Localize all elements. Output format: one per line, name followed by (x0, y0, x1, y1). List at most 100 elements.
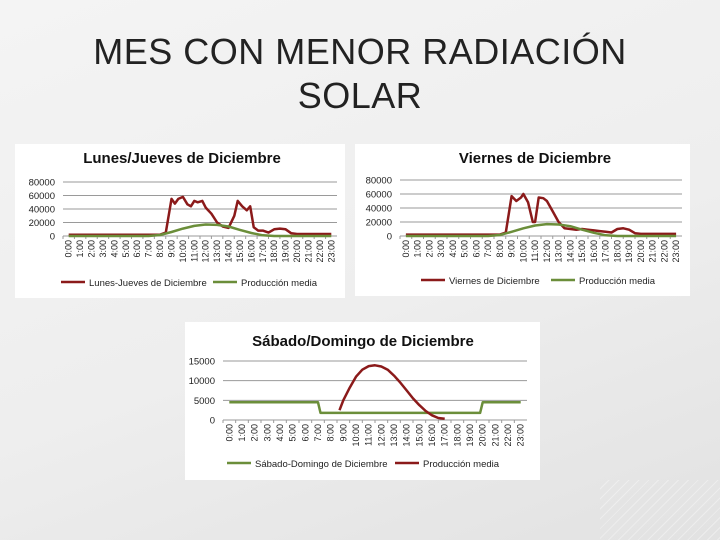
x-tick-label: 17:00 (601, 240, 611, 263)
y-tick-label: 80000 (366, 176, 392, 187)
y-tick-label: 20000 (366, 218, 392, 229)
x-tick-label: 11:00 (364, 424, 374, 446)
chart-panel-sabado-domingo: Sábado/Domingo de Diciembre 0 5000 10000 150… (185, 322, 540, 480)
chart-title: Lunes/Jueves de Diciembre (83, 150, 281, 167)
chart-panel-viernes: Viernes de Diciembre 0 20000 40000 60000 8000… (355, 144, 690, 296)
x-tick-label: 1:00 (237, 424, 247, 442)
x-tick-label: 2:00 (87, 240, 97, 258)
x-tick-label: 10:00 (518, 240, 528, 263)
x-tick-label: 5:00 (121, 240, 131, 258)
legend-label: Producción media (579, 276, 656, 287)
chart-sabado-domingo: Sábado/Domingo de Diciembre 0 5000 10000 150… (189, 333, 527, 470)
x-tick-label: 5:00 (460, 240, 470, 258)
x-tick-label: 1:00 (75, 240, 85, 258)
x-tick-label: 14:00 (402, 424, 412, 447)
corner-texture (600, 480, 720, 540)
x-tick-label: 2:00 (250, 424, 260, 442)
x-tick-label: 13:00 (212, 240, 222, 263)
x-tick-label: 10:00 (351, 424, 361, 447)
x-tick-label: 7:00 (313, 424, 323, 442)
y-tick-label: 80000 (29, 178, 55, 189)
x-tick-label: 17:00 (440, 424, 450, 447)
y-tick-label: 10000 (189, 376, 215, 387)
y-tick-label: 60000 (366, 190, 392, 201)
x-tick-label: 16:00 (427, 424, 437, 447)
x-tick-label: 6:00 (132, 240, 142, 258)
y-tick-label: 0 (50, 232, 55, 243)
y-tick-label: 40000 (29, 205, 55, 216)
series-line (405, 192, 677, 236)
x-tick-label: 12:00 (201, 240, 211, 263)
y-tick-label: 0 (210, 416, 215, 427)
legend-label: Sábado-Domingo de Diciembre (255, 459, 388, 470)
x-tick-label: 14:00 (224, 240, 234, 263)
x-tick-label: 15:00 (414, 424, 424, 447)
x-tick-label: 8:00 (155, 240, 165, 258)
x-tick-label: 11:00 (189, 240, 199, 262)
y-tick-label: 40000 (366, 204, 392, 215)
x-tick-label: 20:00 (292, 240, 302, 263)
x-tick-label: 21:00 (490, 424, 500, 447)
y-tick-label: 5000 (194, 396, 215, 407)
x-tick-label: 5:00 (288, 424, 298, 442)
x-tick-label: 21:00 (648, 240, 658, 263)
x-tick-label: 9:00 (338, 424, 348, 442)
x-tick-label: 22:00 (315, 240, 325, 263)
x-tick-label: 3:00 (98, 240, 108, 258)
y-tick-label: 15000 (189, 357, 215, 368)
series-line (338, 364, 445, 421)
x-tick-label: 18:00 (612, 240, 622, 263)
x-tick-label: 18:00 (269, 240, 279, 263)
x-tick-label: 19:00 (465, 424, 475, 447)
series-line (68, 223, 332, 238)
x-tick-label: 16:00 (589, 240, 599, 263)
y-tick-label: 20000 (29, 218, 55, 229)
x-tick-label: 6:00 (300, 424, 310, 442)
chart-viernes: Viernes de Diciembre 0 20000 40000 60000 8000… (366, 150, 682, 287)
x-tick-label: 3:00 (262, 424, 272, 442)
slide-title: MES CON MENOR RADIACIÓN SOLAR (93, 31, 627, 116)
x-tick-label: 23:00 (671, 240, 681, 263)
x-tick-label: 4:00 (448, 240, 458, 258)
x-tick-label: 18:00 (452, 424, 462, 447)
x-tick-label: 4:00 (109, 240, 119, 258)
x-tick-label: 0:00 (401, 240, 411, 258)
x-tick-label: 23:00 (326, 240, 336, 263)
x-tick-label: 8:00 (326, 424, 336, 442)
legend-label: Producción media (241, 278, 318, 289)
x-tick-label: 2:00 (424, 240, 434, 258)
x-tick-label: 12:00 (542, 240, 552, 263)
x-tick-label: 9:00 (507, 240, 517, 258)
x-tick-label: 7:00 (144, 240, 154, 258)
series-line (405, 222, 677, 238)
series-line (229, 401, 521, 415)
x-tick-label: 9:00 (166, 240, 176, 258)
legend-label: Viernes de Diciembre (449, 276, 540, 287)
x-tick-label: 22:00 (503, 424, 513, 447)
x-tick-label: 19:00 (281, 240, 291, 263)
x-tick-label: 15:00 (577, 240, 587, 263)
x-tick-label: 3:00 (436, 240, 446, 258)
x-tick-label: 22:00 (659, 240, 669, 263)
chart-title: Sábado/Domingo de Diciembre (252, 333, 474, 350)
x-tick-label: 4:00 (275, 424, 285, 442)
x-tick-label: 19:00 (624, 240, 634, 263)
x-tick-label: 15:00 (235, 240, 245, 263)
x-tick-label: 10:00 (178, 240, 188, 263)
legend-label: Producción media (423, 459, 500, 470)
x-tick-label: 13:00 (389, 424, 399, 447)
x-tick-label: 20:00 (478, 424, 488, 447)
x-tick-label: 0:00 (64, 240, 74, 258)
x-tick-label: 13:00 (554, 240, 564, 263)
x-tick-label: 1:00 (413, 240, 423, 258)
x-tick-label: 8:00 (495, 240, 505, 258)
x-tick-label: 21:00 (303, 240, 313, 263)
legend-label: Lunes-Jueves de Diciembre (89, 278, 207, 289)
x-tick-label: 16:00 (246, 240, 256, 263)
x-tick-label: 12:00 (376, 424, 386, 447)
series-line (68, 195, 332, 236)
y-tick-label: 0 (387, 232, 392, 243)
x-tick-label: 14:00 (565, 240, 575, 263)
x-tick-label: 23:00 (516, 424, 526, 447)
x-tick-label: 0:00 (224, 424, 234, 442)
